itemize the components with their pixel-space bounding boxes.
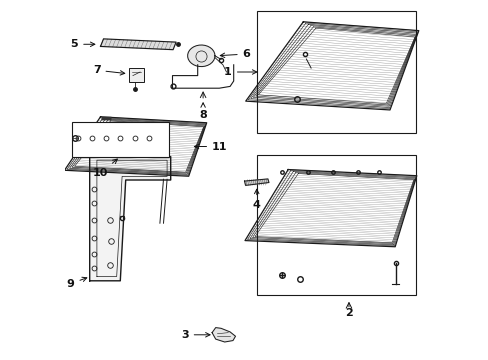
Text: 7: 7	[93, 65, 124, 75]
Polygon shape	[187, 45, 215, 67]
Text: 11: 11	[194, 141, 227, 152]
Text: 1: 1	[224, 67, 256, 77]
Polygon shape	[101, 39, 176, 50]
Polygon shape	[89, 157, 170, 281]
Bar	[257, 11, 415, 133]
Polygon shape	[244, 179, 268, 185]
Text: 9: 9	[66, 277, 86, 289]
Text: 2: 2	[345, 308, 352, 318]
Bar	[72, 122, 168, 157]
Text: 8: 8	[199, 103, 206, 120]
Text: 6: 6	[220, 49, 250, 59]
Polygon shape	[212, 328, 235, 342]
Text: 10: 10	[93, 159, 117, 178]
Text: 3: 3	[181, 330, 210, 340]
Bar	[128, 68, 144, 82]
Text: 5: 5	[70, 39, 95, 49]
Text: 4: 4	[252, 189, 260, 210]
Bar	[257, 155, 415, 295]
